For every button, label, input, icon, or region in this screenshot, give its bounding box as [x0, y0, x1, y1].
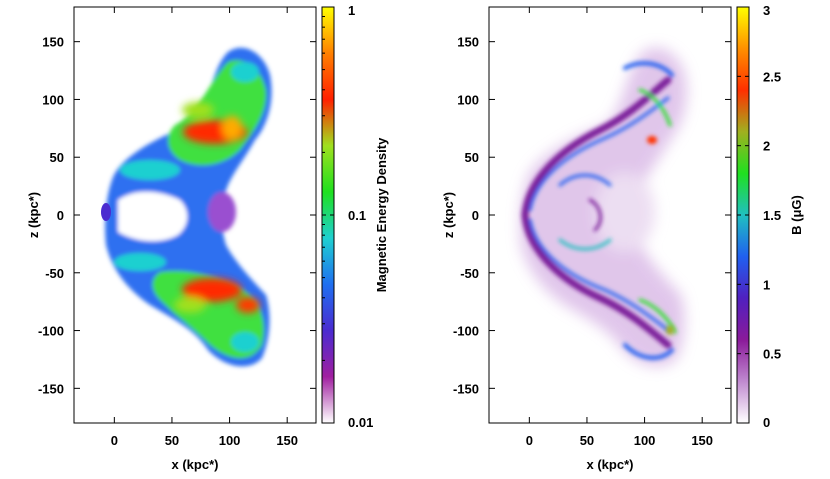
right-y-tick-label: 100: [457, 92, 479, 107]
left-x-axis-label: x (kpc*): [172, 457, 219, 472]
right-y-tick-label: 150: [457, 35, 479, 50]
left-heatmap: [101, 47, 272, 367]
left-colorbar-tick-label: 0.1: [348, 208, 366, 223]
right-colorbar: 3 2.5 2 1.5 1 0.5 0 B (μG): [736, 3, 804, 430]
right-heatmap: [520, 47, 687, 367]
right-x-axis-label: x (kpc*): [587, 457, 634, 472]
left-y-tick-label: 150: [42, 35, 64, 50]
right-x-tick-label: 0: [526, 433, 533, 448]
right-y-tick-label: -100: [453, 324, 479, 339]
left-colorbar-label: Magnetic Energy Density: [374, 137, 389, 292]
left-y-tick-label: 50: [50, 150, 64, 165]
right-colorbar-ticks: 3 2.5 2 1.5 1 0.5 0: [737, 3, 781, 430]
right-y-tick-label: 0: [472, 208, 479, 223]
left-y-tick-label: -150: [38, 381, 64, 396]
left-axis-ticks: 0 50 100 150 150 100 50 0 -50 -100 -150: [38, 7, 316, 448]
left-x-tick-label: 150: [276, 433, 298, 448]
right-y-axis-label: z (kpc*): [441, 192, 456, 238]
right-colorbar-tick-label: 2: [763, 139, 770, 154]
right-colorbar-tick-label: 1: [763, 277, 770, 292]
left-y-tick-label: 0: [57, 208, 64, 223]
right-y-tick-label: -150: [453, 381, 479, 396]
right-colorbar-label: B (μG): [789, 195, 804, 235]
left-colorbar: 1 0.1 0.01 Magnetic Energy Density: [321, 3, 389, 430]
right-colorbar-tick-label: 2.5: [763, 69, 781, 84]
left-colorbar-ticks: 1 0.1 0.01: [322, 3, 373, 430]
right-y-tick-label: -50: [460, 266, 479, 281]
right-colorbar-tick-label: 1.5: [763, 208, 781, 223]
left-colorbar-tick-label: 1: [348, 3, 355, 18]
left-y-tick-label: -100: [38, 324, 64, 339]
left-x-tick-label: 0: [111, 433, 118, 448]
left-panel: 0 50 100 150 150 100 50 0 -50 -100 -150 x (kpc*) z…: [26, 6, 317, 472]
right-colorbar-tick-label: 3: [763, 3, 770, 18]
left-x-tick-label: 50: [165, 433, 179, 448]
left-y-tick-label: 100: [42, 92, 64, 107]
right-colorbar-tick-label: 0: [763, 415, 770, 430]
left-y-tick-label: -50: [45, 266, 64, 281]
right-axis-ticks: 0 50 100 150 150 100 50 0 -50 -100 -150: [453, 7, 731, 448]
left-colorbar-tick-label: 0.01: [348, 415, 373, 430]
right-y-tick-label: 50: [465, 150, 479, 165]
left-y-axis-label: z (kpc*): [26, 192, 41, 238]
left-x-tick-label: 100: [219, 433, 241, 448]
right-x-tick-label: 50: [580, 433, 594, 448]
right-x-tick-label: 150: [691, 433, 713, 448]
right-x-tick-label: 100: [634, 433, 656, 448]
right-colorbar-tick-label: 0.5: [763, 347, 781, 362]
right-panel: 0 50 100 150 150 100 50 0 -50 -100 -150 x (kpc*) z…: [441, 6, 732, 472]
